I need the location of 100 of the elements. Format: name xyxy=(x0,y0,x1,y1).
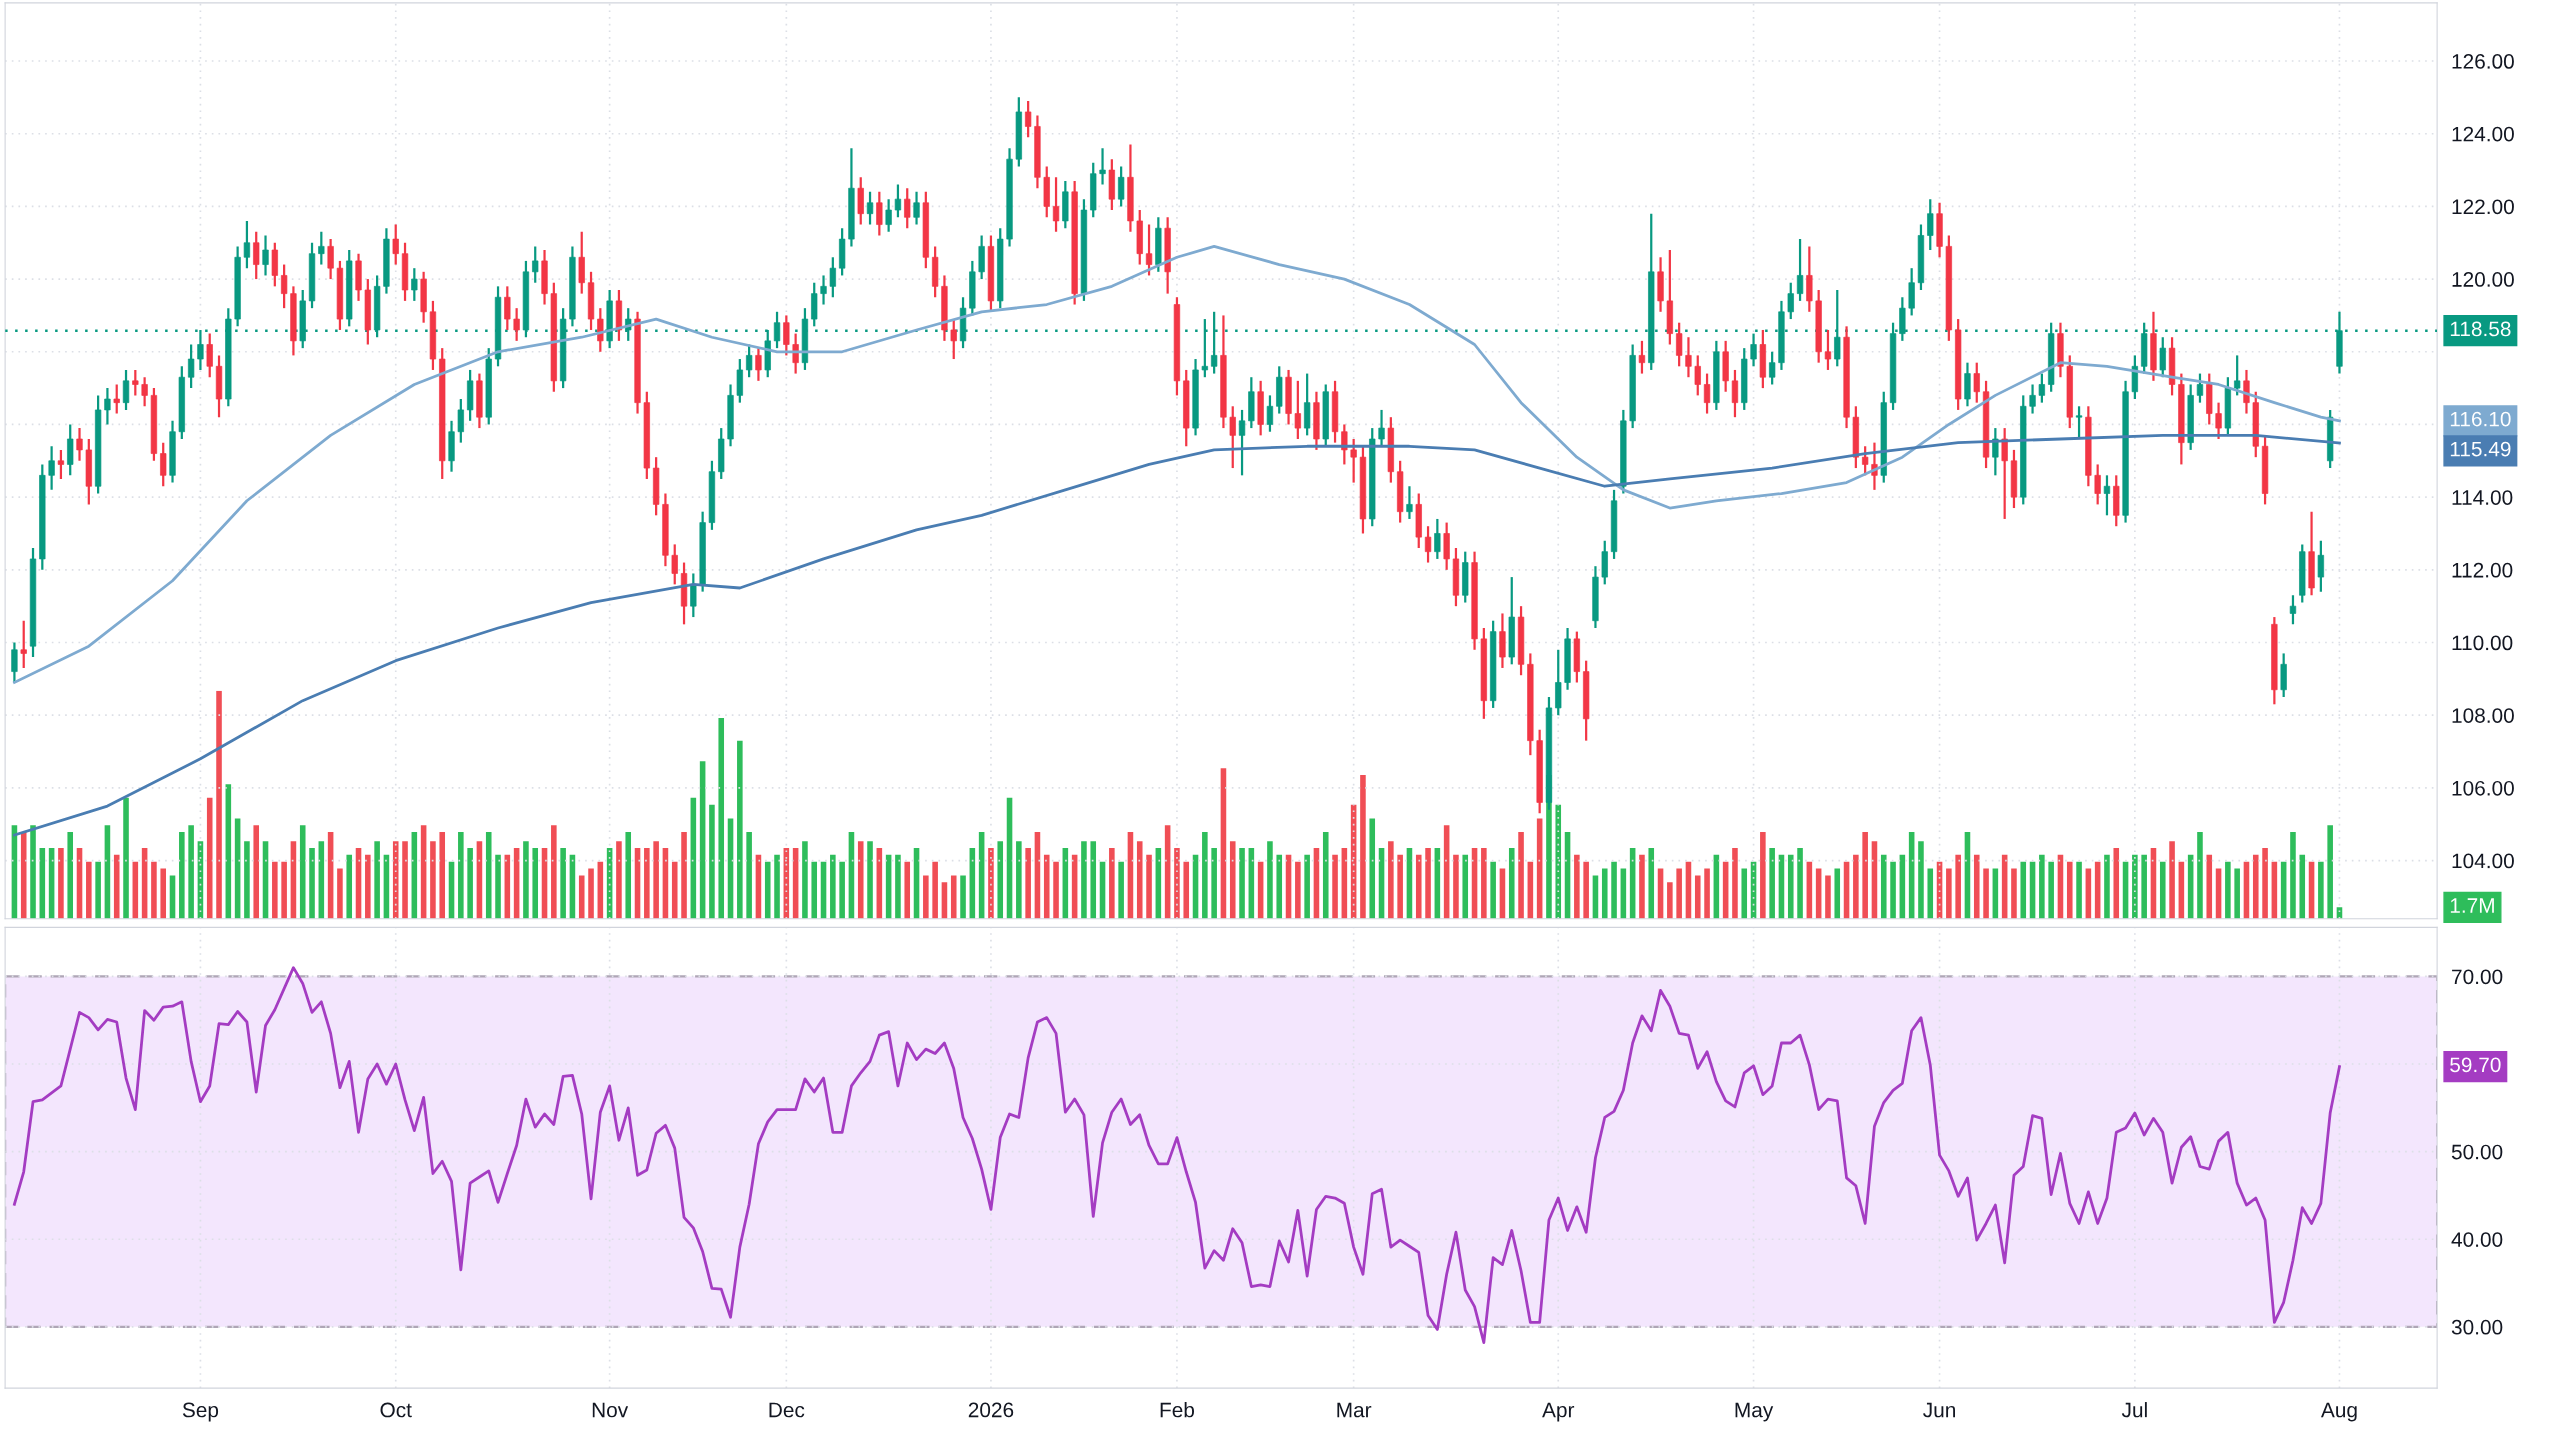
candlestick xyxy=(1052,176,1060,233)
bar xyxy=(467,848,473,919)
candlestick xyxy=(1731,368,1739,419)
x-tick-label: Feb xyxy=(1160,1402,1195,1418)
y-tick-label: 122.00 xyxy=(2452,199,2514,215)
candlestick xyxy=(1992,426,1999,477)
bar xyxy=(1388,841,1394,919)
bar xyxy=(1304,854,1310,919)
bar xyxy=(1053,861,1059,919)
bar xyxy=(830,854,836,919)
candlestick xyxy=(206,332,213,379)
candlestick xyxy=(913,190,920,226)
bar xyxy=(2159,861,2166,919)
bar xyxy=(2141,854,2147,919)
bar xyxy=(58,848,64,919)
x-tick-label: Aug xyxy=(2320,1402,2357,1422)
bar xyxy=(1425,848,1431,919)
bar xyxy=(2169,841,2175,919)
candlestick xyxy=(76,426,83,462)
x-tick-label: 2026 xyxy=(968,1402,1014,1418)
candlestick xyxy=(1787,281,1794,321)
bar xyxy=(392,841,399,919)
bar xyxy=(30,825,36,919)
candlestick xyxy=(671,543,678,586)
bar xyxy=(2011,868,2017,919)
bar xyxy=(709,804,715,919)
candlestick xyxy=(1378,408,1385,448)
bar xyxy=(2020,861,2027,919)
candlestick xyxy=(1238,408,1246,477)
bar xyxy=(653,841,659,919)
bar xyxy=(1983,868,1989,919)
candlestick xyxy=(1694,354,1701,397)
bar xyxy=(2262,848,2268,919)
candlestick xyxy=(57,448,65,481)
bar xyxy=(1918,841,1924,919)
bar xyxy=(839,861,845,919)
bar xyxy=(1853,854,1859,919)
bar xyxy=(179,832,185,919)
bar xyxy=(430,841,436,919)
text: 116.10 xyxy=(2450,411,2511,427)
bar xyxy=(578,875,585,919)
bar xyxy=(560,848,566,919)
candlestick xyxy=(1750,332,1757,368)
bar xyxy=(188,825,194,919)
bar xyxy=(895,854,901,919)
candlestick xyxy=(1927,198,1934,252)
candlestick xyxy=(1145,223,1153,277)
candlestick xyxy=(755,347,762,382)
bar xyxy=(2104,854,2110,919)
bar xyxy=(1322,832,1329,919)
bar xyxy=(1890,861,1896,919)
bar xyxy=(1016,841,1022,919)
bar xyxy=(1109,848,1115,919)
bar xyxy=(244,841,250,919)
candlestick xyxy=(2103,474,2111,517)
candlestick xyxy=(773,310,781,350)
y-tick-label: 112.00 xyxy=(2452,562,2513,578)
candlestick xyxy=(1099,147,1106,186)
x-tick-label: Jun xyxy=(1923,1402,1955,1418)
bar xyxy=(532,848,539,919)
bar xyxy=(1611,861,1617,919)
y-tick-label: 30.00 xyxy=(2451,1319,2503,1335)
y-tick-label: 108.00 xyxy=(2452,708,2514,723)
bar xyxy=(1946,868,1952,919)
bar xyxy=(1741,868,1748,919)
bar xyxy=(2206,854,2213,919)
bar xyxy=(997,841,1004,919)
candlestick xyxy=(690,572,697,619)
bar xyxy=(764,861,771,919)
candlestick xyxy=(122,368,130,412)
candlestick xyxy=(2038,372,2045,404)
candlestick xyxy=(783,314,790,357)
candlestick xyxy=(2196,372,2204,404)
candlestick xyxy=(2001,426,2008,521)
bar xyxy=(671,861,678,919)
candlestick xyxy=(513,307,520,342)
bar xyxy=(867,841,873,919)
bar xyxy=(718,718,725,919)
y-tick-label: 70.00 xyxy=(2452,969,2503,985)
bar xyxy=(495,854,501,919)
bar xyxy=(551,825,557,919)
bar xyxy=(113,854,120,919)
candlestick xyxy=(457,397,464,444)
bar xyxy=(2234,868,2240,919)
x-tick-label: Nov xyxy=(592,1402,629,1418)
bar xyxy=(1183,861,1190,919)
x-tick-label: Dec xyxy=(769,1402,805,1418)
candlestick xyxy=(392,223,399,266)
candlestick xyxy=(1406,485,1413,521)
candlestick xyxy=(1796,238,1804,302)
bar xyxy=(625,832,632,919)
candlestick xyxy=(132,368,139,397)
bar xyxy=(485,832,492,919)
candlestick xyxy=(1638,339,1646,375)
text: 1.7M xyxy=(2450,898,2494,913)
bar xyxy=(1694,875,1701,919)
bar xyxy=(1797,848,1803,919)
x-tick-label: May xyxy=(1735,1402,1774,1422)
bar xyxy=(1025,848,1031,919)
bar xyxy=(2039,854,2045,919)
